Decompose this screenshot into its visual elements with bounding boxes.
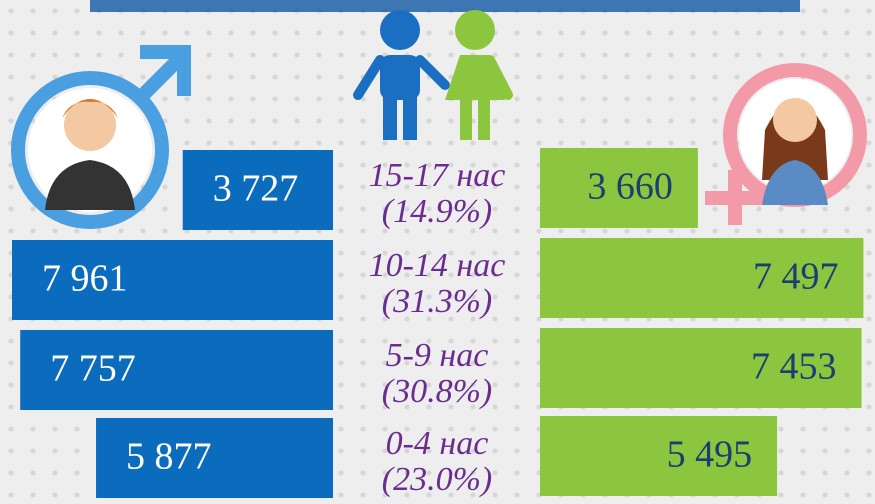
share-label: (31.3%) xyxy=(382,283,492,320)
share-label: (14.9%) xyxy=(382,193,492,230)
female-value-label: 5 495 xyxy=(667,434,753,476)
male-value-label: 3 727 xyxy=(213,168,298,210)
female-value-label: 3 660 xyxy=(587,166,673,208)
age-group-label: 10-14 нас xyxy=(369,247,506,284)
female-value-label: 7 497 xyxy=(753,256,839,298)
female-value-label: 7 453 xyxy=(751,346,837,388)
share-label: (30.8%) xyxy=(382,373,492,410)
age-group-label: 5-9 нас xyxy=(386,337,489,374)
male-value-label: 7 757 xyxy=(50,348,136,390)
infographic: 3 727 3 660 15-17 нас(14.9%) 7 961 7 497 10-1… xyxy=(0,0,875,504)
male-value-label: 5 877 xyxy=(126,436,212,478)
age-group-label: 0-4 нас xyxy=(386,425,489,462)
male-value-label: 7 961 xyxy=(42,258,128,300)
share-label: (23.0%) xyxy=(382,461,492,498)
title-fragment xyxy=(90,0,800,12)
age-group-label: 15-17 нас xyxy=(369,157,506,194)
